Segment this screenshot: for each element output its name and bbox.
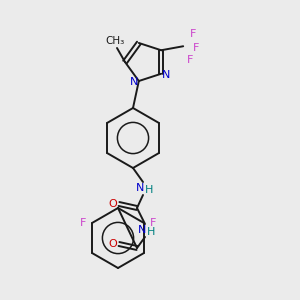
Text: N: N — [130, 77, 138, 87]
Text: F: F — [150, 218, 156, 228]
Text: H: H — [145, 185, 153, 195]
Text: F: F — [187, 55, 194, 65]
Text: F: F — [80, 218, 86, 228]
Text: H: H — [147, 227, 155, 237]
Text: O: O — [109, 239, 117, 249]
Text: O: O — [109, 199, 117, 209]
Text: N: N — [136, 183, 144, 193]
Text: F: F — [190, 29, 196, 39]
Text: N: N — [138, 225, 146, 235]
Text: CH₃: CH₃ — [105, 36, 124, 46]
Text: F: F — [193, 43, 200, 53]
Text: N: N — [162, 70, 170, 80]
